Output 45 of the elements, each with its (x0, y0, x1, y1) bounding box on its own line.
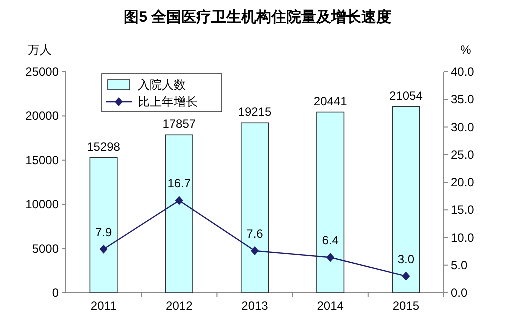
data-label: 17857 (162, 117, 196, 132)
y2-tick-label: 5.0 (451, 258, 468, 272)
x-tick-label: 2014 (317, 299, 344, 313)
y2-tick-label: 15.0 (451, 203, 475, 218)
point (326, 253, 335, 262)
y2-axis-title: % (460, 43, 472, 57)
bar (392, 106, 420, 294)
x-tick-label: 2012 (166, 299, 194, 313)
y-tick-label: 20000 (26, 109, 60, 124)
point (251, 246, 259, 256)
y2-tick-label: 40.0 (451, 65, 475, 79)
bar (316, 112, 345, 294)
y2-tick-label: 25.0 (451, 148, 475, 162)
y-tick-label: 0 (52, 286, 60, 300)
data-label: 7.9 (95, 225, 112, 240)
bar (165, 134, 194, 294)
point (175, 196, 184, 206)
data-label: 7.6 (246, 227, 264, 242)
x-tick-label: 2015 (392, 299, 420, 313)
y-tick-label: 5000 (32, 242, 60, 256)
y2-tick-label: 30.0 (451, 120, 475, 134)
y2-tick-label: 0.0 (451, 286, 468, 300)
bar (90, 157, 118, 294)
legend-label: 入院人数 (138, 78, 186, 92)
data-label: 19215 (238, 105, 272, 120)
point (100, 244, 108, 254)
data-label: 16.7 (168, 176, 192, 191)
y-tick-label: 15000 (26, 153, 60, 168)
y-tick-label: 10000 (26, 198, 60, 212)
x-tick-label: 2011 (90, 299, 118, 313)
y2-tick-label: 35.0 (451, 92, 475, 107)
data-label: 3.0 (398, 252, 415, 266)
chart-title: 图5 全国医疗卫生机构住院量及增长速度 (124, 8, 392, 26)
data-label: 21054 (390, 88, 424, 103)
point (402, 272, 410, 281)
data-label: 6.4 (322, 234, 340, 248)
y2-tick-label: 10.0 (451, 230, 475, 245)
legend-label: 比上年增长 (138, 95, 198, 109)
x-tick-label: 2013 (242, 299, 269, 313)
data-label: 15298 (87, 140, 121, 154)
y2-tick-label: 20.0 (451, 176, 475, 190)
y-tick-label: 25000 (26, 65, 60, 79)
bar (240, 122, 270, 294)
data-label: 20441 (314, 94, 348, 108)
y-axis-title: 万人 (28, 43, 52, 57)
